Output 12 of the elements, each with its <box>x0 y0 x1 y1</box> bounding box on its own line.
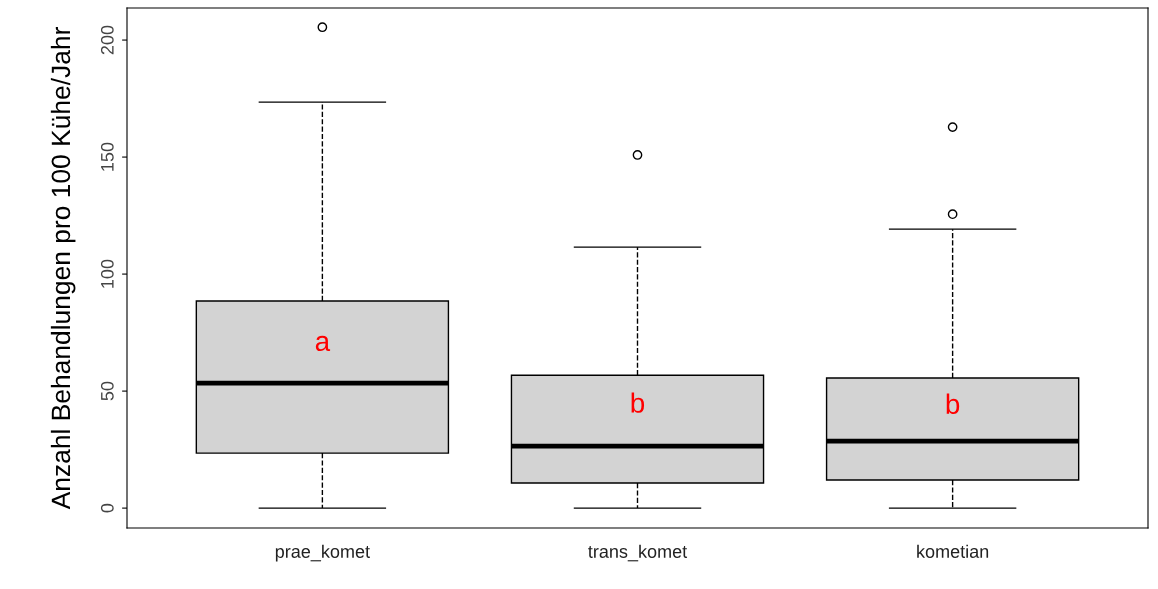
y-tick-label: 100 <box>100 259 114 288</box>
annotation: b <box>631 392 645 413</box>
y-tick-label: 50 <box>100 381 114 401</box>
annotation: a <box>315 335 331 352</box>
x-tick-label: trans_komet <box>588 544 688 562</box>
x-tick-label: kometian <box>917 544 989 558</box>
y-tick-label: 0 <box>100 503 114 513</box>
annotation: b <box>946 393 960 415</box>
x-tick-label: prae_komet <box>275 544 370 562</box>
y-axis-title: Anzahl Behandlungen pro 100 Kühe/Jahr <box>50 27 76 510</box>
y-tick-label: 200 <box>100 25 114 55</box>
y-tick-label: 150 <box>100 142 114 171</box>
